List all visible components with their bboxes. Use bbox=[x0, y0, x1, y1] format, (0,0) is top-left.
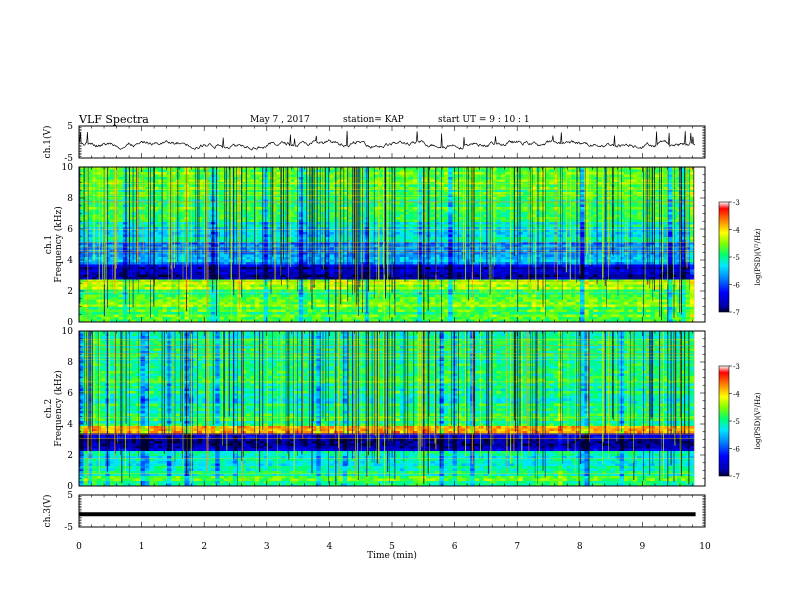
y-tick-label: 5 bbox=[67, 122, 73, 132]
y-tick-label: 10 bbox=[62, 163, 74, 173]
colorbar bbox=[718, 365, 730, 477]
x-axis-label: Time (min) bbox=[367, 550, 417, 561]
colorbar-tick-label: -4 bbox=[733, 391, 740, 399]
y-tick-label: 4 bbox=[67, 420, 73, 430]
x-tick-label: 8 bbox=[577, 542, 583, 552]
colorbar-label: log(PSD)(V²/Hz) bbox=[754, 392, 762, 449]
x-tick-label: 5 bbox=[389, 542, 395, 552]
y-axis-label: ch.1(V) bbox=[42, 126, 53, 159]
x-tick-label: 6 bbox=[452, 542, 458, 552]
colorbar-tick-label: -3 bbox=[733, 199, 740, 207]
colorbar-tick-label: -4 bbox=[733, 227, 740, 235]
y-tick-label: 10 bbox=[62, 327, 74, 337]
x-tick-label: 10 bbox=[699, 542, 711, 552]
colorbar-label: log(PSD)(V²/Hz) bbox=[754, 228, 762, 285]
y-tick-label: 8 bbox=[67, 358, 73, 368]
colorbar-tick-label: -3 bbox=[733, 363, 740, 371]
y-tick-label: -5 bbox=[64, 523, 73, 533]
y-tick-label: 6 bbox=[67, 389, 73, 399]
y-tick-label: 6 bbox=[67, 225, 73, 235]
y-tick-label: -5 bbox=[64, 154, 73, 164]
colorbar bbox=[718, 201, 730, 313]
y-tick-label: 4 bbox=[67, 256, 73, 266]
y-tick-label: 0 bbox=[67, 318, 73, 328]
ch1-waveform-trace bbox=[78, 130, 696, 151]
y-tick-label: 2 bbox=[67, 451, 73, 461]
figure-title: VLF Spectra bbox=[79, 113, 149, 126]
y-tick-label: 8 bbox=[67, 194, 73, 204]
colorbar-tick-label: -5 bbox=[733, 254, 740, 262]
colorbar-tick-label: -6 bbox=[733, 282, 740, 290]
y-axis-label: ch.2Frequency (kHz) bbox=[44, 370, 64, 447]
colorbar-tick-label: -7 bbox=[733, 473, 740, 481]
x-tick-label: 9 bbox=[640, 542, 646, 552]
y-axis-label: ch.3(V) bbox=[42, 495, 53, 528]
colorbar-tick-label: -6 bbox=[733, 446, 740, 454]
x-tick-label: 1 bbox=[139, 542, 145, 552]
colorbar-tick-label: -7 bbox=[733, 309, 740, 317]
narrowband-lines bbox=[79, 183, 695, 306]
station-label: station= KAP bbox=[343, 115, 404, 125]
x-tick-label: 0 bbox=[76, 542, 82, 552]
y-tick-label: 0 bbox=[67, 482, 73, 492]
date-label: May 7 , 2017 bbox=[250, 115, 310, 125]
y-tick-label: 2 bbox=[67, 287, 73, 297]
x-tick-label: 3 bbox=[264, 542, 270, 552]
y-axis-label: ch.1Frequency (kHz) bbox=[44, 206, 64, 283]
x-tick-label: 7 bbox=[514, 542, 520, 552]
y-tick-label: 5 bbox=[67, 491, 73, 501]
impulse-streaks bbox=[79, 167, 695, 322]
colorbar-tick-label: -5 bbox=[733, 418, 740, 426]
x-tick-label: 4 bbox=[327, 542, 333, 552]
narrowband-lines bbox=[79, 339, 695, 475]
x-tick-label: 2 bbox=[201, 542, 207, 552]
start-time-label: start UT = 9 : 10 : 1 bbox=[438, 115, 530, 125]
